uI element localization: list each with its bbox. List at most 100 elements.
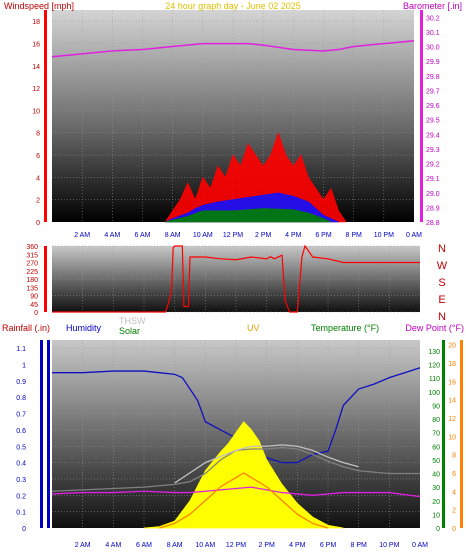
ytick-left-label: 12 bbox=[32, 86, 40, 93]
ytick-right-label: 29.3 bbox=[426, 147, 440, 154]
xtick-label: 4 AM bbox=[105, 542, 121, 549]
compass-label: N bbox=[438, 243, 446, 255]
axis-bar-humidity bbox=[47, 340, 50, 528]
ytick-left-label: 16 bbox=[32, 41, 40, 48]
ytick-temp-label: 90 bbox=[432, 403, 440, 410]
xtick-label: 8 PM bbox=[350, 542, 367, 549]
ytick-rain-label: 0.5 bbox=[16, 444, 26, 451]
ytick-right-label: 29.4 bbox=[426, 132, 440, 139]
ytick-rain-label: 0.3 bbox=[16, 477, 26, 484]
xtick-label: 2 AM bbox=[74, 232, 90, 239]
ytick-direction-label: 270 bbox=[26, 261, 38, 268]
xtick-label: 10 PM bbox=[379, 542, 399, 549]
ytick-direction-label: 135 bbox=[26, 285, 38, 292]
ytick-left-label: 6 bbox=[36, 153, 40, 160]
series-uv bbox=[159, 472, 329, 529]
ytick-right-label: 29.2 bbox=[426, 162, 440, 169]
label-solar: Solar bbox=[119, 326, 140, 336]
xtick-label: 4 PM bbox=[289, 542, 306, 549]
ylabel-dewpoint: Dew Point (°F) bbox=[405, 323, 464, 333]
ytick-uv-label: 20 bbox=[448, 343, 456, 350]
xtick-label: 6 PM bbox=[315, 232, 332, 239]
xtick-label: 0 AM bbox=[406, 232, 422, 239]
compass-label: E bbox=[438, 294, 445, 306]
series-barometer bbox=[51, 39, 415, 58]
axis-bar-uv bbox=[460, 340, 463, 528]
ytick-uv-label: 12 bbox=[448, 416, 456, 423]
ytick-temp-label: 70 bbox=[432, 431, 440, 438]
ytick-direction-label: 90 bbox=[30, 294, 38, 301]
ytick-right-label: 30.1 bbox=[426, 30, 440, 37]
xtick-label: 10 PM bbox=[374, 232, 394, 239]
ytick-temp-label: 120 bbox=[428, 363, 440, 370]
xtick-label: 8 AM bbox=[167, 542, 183, 549]
ylabel-rainfall: Rainfall (.in) bbox=[2, 323, 50, 333]
axis-bar-direction bbox=[44, 246, 47, 312]
ytick-right-label: 29.7 bbox=[426, 88, 440, 95]
ytick-direction-label: 315 bbox=[26, 252, 38, 259]
ytick-right-label: 28.9 bbox=[426, 205, 440, 212]
ytick-temp-label: 50 bbox=[432, 458, 440, 465]
compass-label: S bbox=[438, 277, 445, 289]
ytick-rain-label: 0.8 bbox=[16, 395, 26, 402]
label-uv: UV bbox=[247, 323, 260, 333]
ytick-rain-label: 1.1 bbox=[16, 346, 26, 353]
ylabel-humidity: Humidity bbox=[66, 323, 102, 333]
xtick-label: 8 PM bbox=[345, 232, 362, 239]
ylabel-temperature: Temperature (°F) bbox=[311, 323, 379, 333]
series-temperature bbox=[51, 446, 420, 492]
xtick-label: 12 PM bbox=[223, 232, 243, 239]
ytick-uv-label: 0 bbox=[452, 526, 456, 533]
label-thsw: THSW bbox=[119, 316, 146, 326]
ytick-direction-label: 225 bbox=[26, 269, 38, 276]
ytick-direction-label: 0 bbox=[34, 310, 38, 317]
ytick-rain-label: 0.1 bbox=[16, 510, 26, 517]
ytick-temp-label: 80 bbox=[432, 417, 440, 424]
ytick-uv-label: 14 bbox=[448, 398, 456, 405]
ytick-temp-label: 0 bbox=[436, 526, 440, 533]
xtick-label: 2 AM bbox=[75, 542, 91, 549]
ytick-rain-label: 0.4 bbox=[16, 461, 26, 468]
ytick-right-label: 29.5 bbox=[426, 118, 440, 125]
ytick-uv-label: 18 bbox=[448, 361, 456, 368]
xtick-label: 4 PM bbox=[285, 232, 302, 239]
ytick-uv-label: 8 bbox=[452, 453, 456, 460]
ytick-uv-label: 6 bbox=[452, 471, 456, 478]
ytick-left-label: 4 bbox=[36, 175, 40, 182]
axis-bar-rain bbox=[40, 340, 43, 528]
ytick-temp-label: 10 bbox=[432, 512, 440, 519]
series-direction bbox=[52, 244, 420, 313]
ytick-rain-label: 1 bbox=[22, 363, 26, 370]
xtick-label: 10 AM bbox=[193, 232, 213, 239]
ytick-right-label: 29.6 bbox=[426, 103, 440, 110]
ytick-uv-label: 10 bbox=[448, 434, 456, 441]
ytick-rain-label: 0.6 bbox=[16, 428, 26, 435]
ytick-right-label: 29.9 bbox=[426, 59, 440, 66]
xtick-label: 0 AM bbox=[412, 542, 428, 549]
ytick-left-label: 2 bbox=[36, 198, 40, 205]
ytick-temp-label: 130 bbox=[428, 349, 440, 356]
ytick-right-label: 28.8 bbox=[426, 220, 440, 227]
ytick-rain-label: 0 bbox=[22, 526, 26, 533]
ytick-direction-label: 45 bbox=[30, 302, 38, 309]
ytick-uv-label: 4 bbox=[452, 489, 456, 496]
compass-label: N bbox=[438, 311, 446, 323]
ytick-rain-label: 0.7 bbox=[16, 412, 26, 419]
series-dew-point bbox=[51, 486, 421, 498]
ytick-right-label: 29.8 bbox=[426, 74, 440, 81]
ylabel-barometer: Barometer [.in] bbox=[403, 1, 462, 11]
xtick-label: 2 PM bbox=[258, 542, 275, 549]
ytick-right-label: 30.0 bbox=[426, 45, 440, 52]
ytick-direction-label: 180 bbox=[26, 277, 38, 284]
axis-bar-wind bbox=[44, 10, 47, 222]
ytick-right-label: 29.1 bbox=[426, 176, 440, 183]
ytick-left-label: 18 bbox=[32, 19, 40, 26]
ytick-direction-label: 360 bbox=[26, 244, 38, 251]
ytick-temp-label: 20 bbox=[432, 499, 440, 506]
ytick-left-label: 8 bbox=[36, 131, 40, 138]
compass-label: W bbox=[437, 260, 448, 272]
ytick-temp-label: 40 bbox=[432, 472, 440, 479]
ytick-left-label: 14 bbox=[32, 64, 40, 71]
xtick-label: 2 PM bbox=[255, 232, 272, 239]
